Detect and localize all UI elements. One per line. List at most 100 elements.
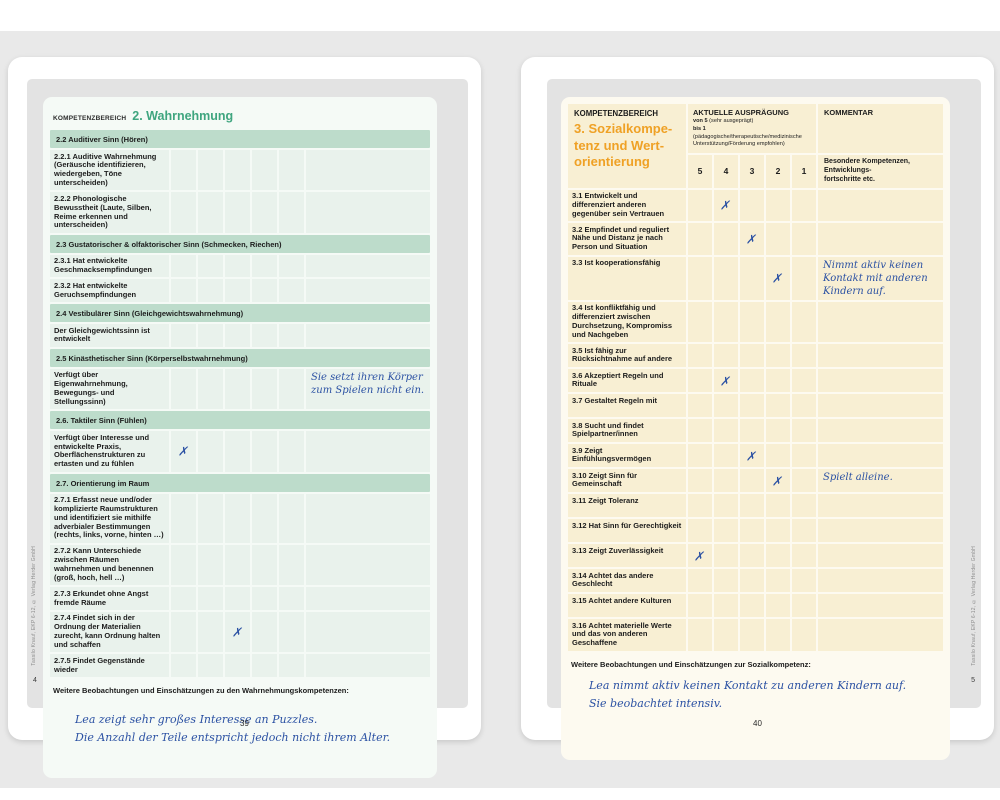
rating-cell: ✗ bbox=[714, 369, 738, 392]
row-label: 3.7 Gestaltet Regeln mit bbox=[568, 394, 686, 417]
rating-cell bbox=[171, 611, 196, 653]
comment-cell: Spielt alleine. bbox=[818, 469, 943, 492]
rating-cell bbox=[198, 431, 223, 472]
left-form-table: 2.2 Auditiver Sinn (Hören) 2.2.1 Auditive… bbox=[50, 130, 430, 677]
rating-cell bbox=[688, 344, 712, 367]
table-row: 3.9 Zeigt Einfühlungsvermögen ✗ bbox=[568, 444, 943, 467]
right-title-cell: KOMPETENZBEREICH 3. Sozialkompe- tenz un… bbox=[568, 104, 686, 188]
x-mark: ✗ bbox=[693, 547, 707, 564]
rating-cell bbox=[688, 519, 712, 542]
comment-cell bbox=[818, 519, 943, 542]
rating-cell bbox=[740, 494, 764, 517]
credit-vertical: Tassilo Knauf, EKP 6-12, © Verlag Herder… bbox=[31, 546, 37, 666]
table-row: 2.2.1 Auditive Wahrnehmung (Geräusche id… bbox=[50, 150, 430, 191]
row-label: 3.12 Hat Sinn für Gerechtigkeit bbox=[568, 519, 686, 542]
table-row: 3.5 Ist fähig zur Rücksichtnahme auf and… bbox=[568, 344, 943, 367]
kompetenzbereich-label: KOMPETENZBEREICH bbox=[53, 115, 127, 122]
row-label: Verfügt über Interesse und entwickelte P… bbox=[50, 431, 169, 472]
rating-cell: ✗ bbox=[766, 469, 790, 492]
page-title: 3. Sozialkompe- tenz und Wert- orientier… bbox=[574, 121, 673, 170]
left-page: KOMPETENZBEREICH 2. Wahrnehmung 2.2 Audi… bbox=[8, 57, 481, 778]
rating-cell bbox=[225, 587, 250, 610]
rating-cell bbox=[225, 254, 250, 278]
scale-number: 2 bbox=[766, 155, 790, 188]
rating-cell bbox=[279, 324, 304, 347]
rating-cell bbox=[252, 431, 277, 472]
row-label: 3.9 Zeigt Einfühlungsvermögen bbox=[568, 444, 686, 467]
rating-cell bbox=[740, 394, 764, 417]
rating-scale-title: AKTUELLE AUSPRÄGUNG bbox=[693, 108, 789, 117]
table-row: 2.7.2 Kann Unterschiede zwischen Räumen … bbox=[50, 544, 430, 586]
rating-cell bbox=[279, 192, 304, 233]
table-row: 2.3.2 Hat entwickelte Geruchsempfindunge… bbox=[50, 279, 430, 303]
comment-cell bbox=[306, 150, 430, 191]
handwritten-note: Lea nimmt aktiv keinen Kontakt zu andere… bbox=[589, 678, 907, 710]
row-label: 2.7.2 Kann Unterschiede zwischen Räumen … bbox=[50, 544, 169, 586]
rating-cell bbox=[792, 369, 816, 392]
rating-cell bbox=[792, 223, 816, 255]
comment-cell bbox=[818, 369, 943, 392]
comment-column-subheader: Besondere Kompetenzen, Entwicklungs- for… bbox=[818, 155, 943, 188]
rating-cell bbox=[714, 594, 738, 617]
row-label: 3.13 Zeigt Zuverlässigkeit bbox=[568, 544, 686, 567]
right-form: KOMPETENZBEREICH 3. Sozialkompe- tenz un… bbox=[561, 97, 950, 760]
rating-cell bbox=[766, 494, 790, 517]
rating-cell bbox=[252, 254, 277, 278]
rating-cell bbox=[714, 444, 738, 467]
rating-cell bbox=[766, 394, 790, 417]
rating-cell bbox=[688, 419, 712, 442]
table-row: 2.7.5 Findet Gegenstände wieder bbox=[50, 654, 430, 677]
rating-cell bbox=[740, 369, 764, 392]
rating-cell bbox=[171, 192, 196, 233]
rating-cell bbox=[688, 494, 712, 517]
table-row: 2.7.4 Findet sich in der Ordnung der Mat… bbox=[50, 611, 430, 653]
rating-cell bbox=[740, 301, 764, 342]
rating-cell: ✗ bbox=[171, 431, 196, 472]
comment-cell bbox=[818, 419, 943, 442]
sheet-number: 5 bbox=[971, 677, 975, 684]
rating-cell bbox=[279, 493, 304, 543]
rating-from-bold: von 5 bbox=[693, 118, 708, 124]
rating-cell bbox=[792, 301, 816, 342]
rating-scale-description: von 5 (sehr ausgeprägt) bis 1 (pädagogis… bbox=[693, 118, 811, 149]
rating-cell bbox=[766, 569, 790, 592]
rating-cell bbox=[279, 254, 304, 278]
comment-cell bbox=[818, 344, 943, 367]
table-row: 3.1 Entwickelt und differenziert anderen… bbox=[568, 189, 943, 222]
rating-cell bbox=[279, 431, 304, 472]
row-label: 3.11 Zeigt Toleranz bbox=[568, 494, 686, 517]
rating-cell bbox=[198, 587, 223, 610]
rating-cell bbox=[279, 368, 304, 410]
rating-cell bbox=[198, 192, 223, 233]
table-row: 3.11 Zeigt Toleranz bbox=[568, 494, 943, 517]
rating-cell bbox=[252, 150, 277, 191]
section-header-bar: 2.2 Auditiver Sinn (Hören) bbox=[50, 130, 430, 148]
rating-cell bbox=[792, 494, 816, 517]
rating-cell bbox=[198, 654, 223, 677]
row-label: 3.4 Ist konfliktfähig und differenziert … bbox=[568, 301, 686, 342]
rating-cell bbox=[740, 344, 764, 367]
right-observations: Weitere Beobachtungen und Einschätzungen… bbox=[568, 651, 943, 754]
rating-cell bbox=[252, 192, 277, 233]
rating-cell bbox=[279, 587, 304, 610]
comment-cell bbox=[306, 493, 430, 543]
observations-label: Weitere Beobachtungen und Einschätzungen… bbox=[53, 685, 349, 695]
rating-cell bbox=[171, 150, 196, 191]
rating-cell bbox=[740, 619, 764, 651]
handwritten-comment: Nimmt aktiv keinen Kontakt mit anderen K… bbox=[823, 259, 928, 297]
rating-cell bbox=[171, 279, 196, 303]
rating-cell bbox=[740, 469, 764, 492]
table-row: 3.13 Zeigt Zuverlässigkeit ✗ bbox=[568, 544, 943, 567]
rating-cell bbox=[792, 469, 816, 492]
rating-cell bbox=[225, 431, 250, 472]
comment-cell: Nimmt aktiv keinen Kontakt mit anderen K… bbox=[818, 256, 943, 300]
rating-cell bbox=[279, 544, 304, 586]
rating-cell bbox=[198, 611, 223, 653]
left-form-header: KOMPETENZBEREICH 2. Wahrnehmung bbox=[50, 104, 430, 130]
rating-cell bbox=[279, 654, 304, 677]
section-header-bar: 2.7. Orientierung im Raum bbox=[50, 473, 430, 492]
table-row: 3.3 Ist kooperationsfähig ✗ Nimmt aktiv ke… bbox=[568, 256, 943, 300]
scale-number: 5 bbox=[688, 155, 712, 188]
rating-cell bbox=[225, 279, 250, 303]
x-mark: ✗ bbox=[745, 447, 759, 464]
